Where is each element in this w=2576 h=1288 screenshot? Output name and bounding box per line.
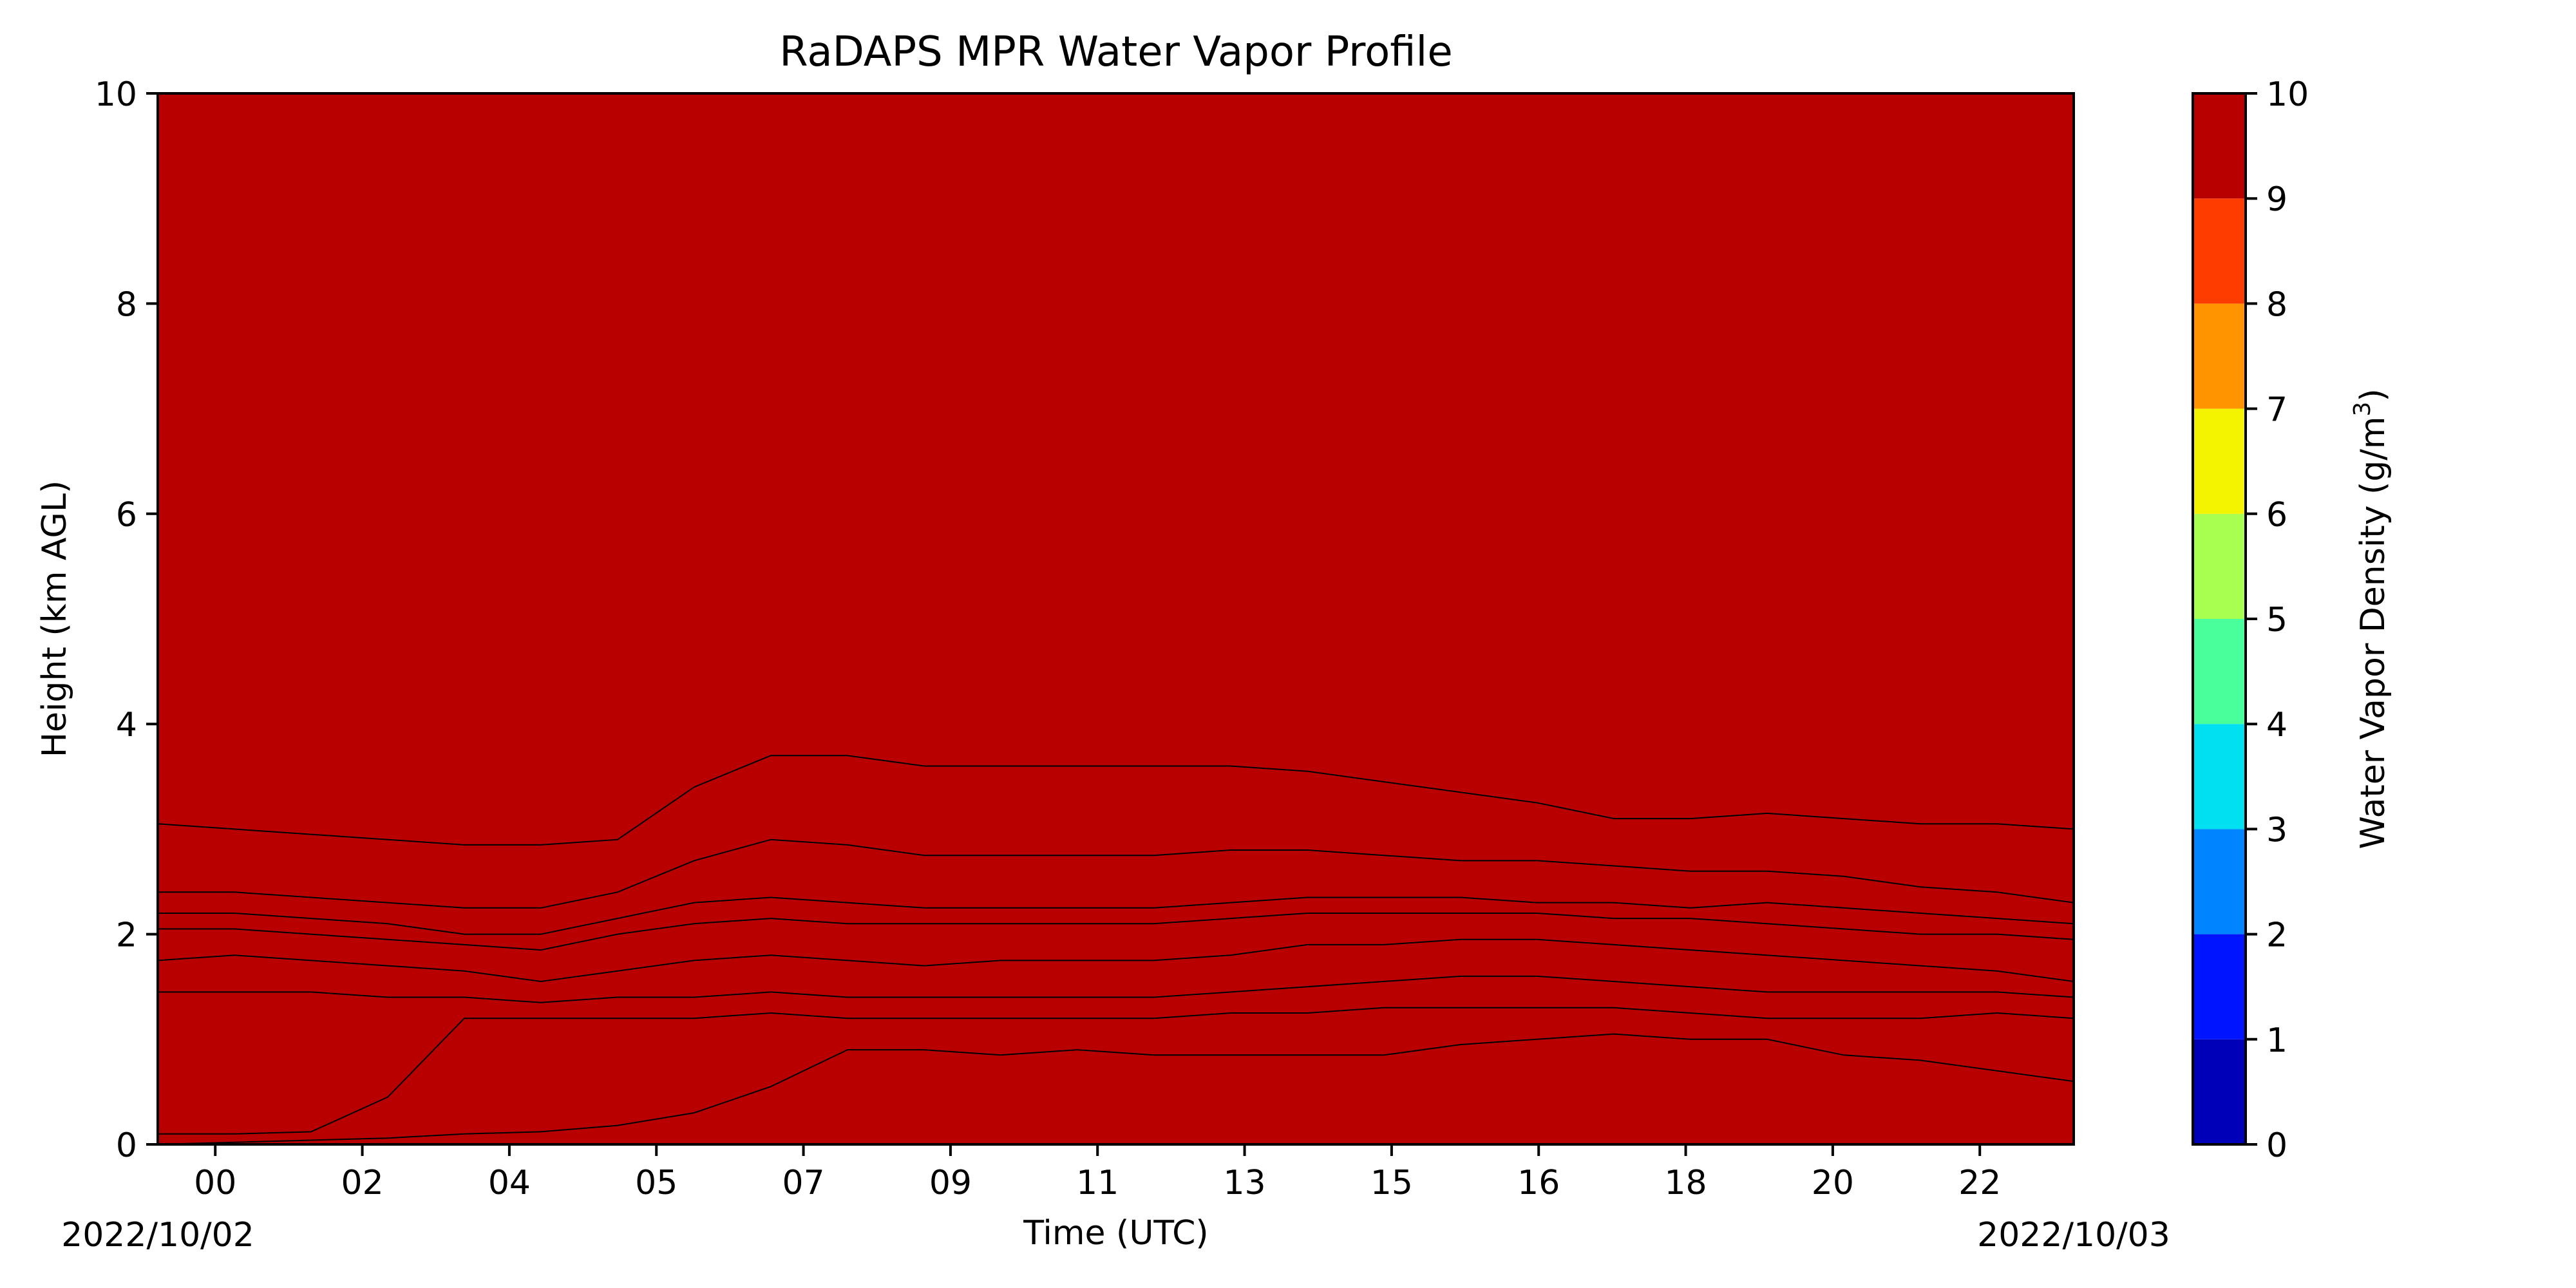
x-tick-label: 02 — [341, 1164, 383, 1202]
x-tick-label: 07 — [782, 1164, 824, 1202]
contour-band-9-10 — [158, 93, 2074, 1144]
x-tick-label: 16 — [1517, 1164, 1560, 1202]
contour-line-8 — [157, 1033, 2074, 1145]
colorbar-cell — [2193, 303, 2246, 409]
colorbar-tick-label: 8 — [2266, 285, 2287, 324]
y-axis-label: Height (km AGL) — [35, 480, 74, 757]
colorbar-tick-label: 3 — [2266, 811, 2287, 849]
y-tick-label: 4 — [116, 706, 137, 744]
contour-line-3 — [158, 896, 2074, 935]
y-tick-label: 0 — [116, 1126, 137, 1165]
colorbar-cell — [2193, 934, 2246, 1039]
y-tick-label: 2 — [116, 916, 137, 955]
contour-line-5 — [157, 938, 2074, 983]
x-axis: 00 02 04 05 07 09 11 13 15 16 18 20 22 — [194, 1144, 2001, 1202]
colorbar-tick-label: 4 — [2266, 706, 2287, 744]
chart-title: RaDAPS MPR Water Vapor Profile — [779, 28, 1452, 76]
x-tick-label: 18 — [1664, 1164, 1707, 1202]
colorbar-tick-label: 9 — [2266, 180, 2287, 219]
x-tick-label: 04 — [488, 1164, 531, 1202]
colorbar-cell — [2193, 408, 2246, 514]
start-date-label: 2022/10/02 — [61, 1216, 254, 1255]
colorbar-tick-label: 1 — [2266, 1021, 2287, 1060]
colorbar-tick-label: 2 — [2266, 916, 2287, 955]
contour-line-2 — [158, 838, 2074, 909]
plot-area — [156, 92, 2075, 1146]
y-axis: 0 2 4 6 8 10 — [95, 75, 158, 1165]
contour-line-7 — [158, 1007, 2074, 1135]
x-tick-label: 13 — [1223, 1164, 1265, 1202]
contour-line-4 — [158, 913, 2074, 951]
colorbar: 0 1 2 3 4 5 6 7 8 9 10 — [2192, 75, 2309, 1165]
colorbar-cell — [2193, 619, 2246, 724]
colorbar-cell — [2193, 198, 2246, 304]
colorbar-cell — [2193, 724, 2246, 829]
y-tick-label: 6 — [116, 496, 137, 535]
x-tick-label: 22 — [1958, 1164, 2001, 1202]
x-tick-label: 15 — [1370, 1164, 1413, 1202]
colorbar-cell — [2193, 513, 2246, 619]
colorbar-cell — [2193, 1039, 2246, 1144]
contour-line-1 — [157, 755, 2074, 846]
x-tick-label: 20 — [1812, 1164, 1854, 1202]
x-axis-label: Time (UTC) — [1023, 1214, 1208, 1253]
colorbar-label: Water Vapor Density (g/m3) — [2349, 388, 2392, 849]
colorbar-tick-label: 6 — [2266, 496, 2287, 535]
y-tick-label: 8 — [116, 285, 137, 324]
x-tick-label: 05 — [635, 1164, 677, 1202]
colorbar-tick-label: 10 — [2266, 75, 2309, 114]
colorbar-cell — [2193, 829, 2246, 934]
y-tick-label: 10 — [95, 75, 137, 114]
contour-line-6 — [158, 975, 2074, 1003]
colorbar-tick-label: 5 — [2266, 601, 2287, 639]
colorbar-tick-label: 7 — [2266, 391, 2287, 430]
end-date-label: 2022/10/03 — [1977, 1216, 2170, 1255]
x-tick-label: 11 — [1076, 1164, 1119, 1202]
x-tick-label: 09 — [929, 1164, 972, 1202]
colorbar-cell — [2193, 93, 2246, 199]
colorbar-tick-label: 0 — [2266, 1126, 2287, 1165]
x-tick-label: 00 — [194, 1164, 236, 1202]
